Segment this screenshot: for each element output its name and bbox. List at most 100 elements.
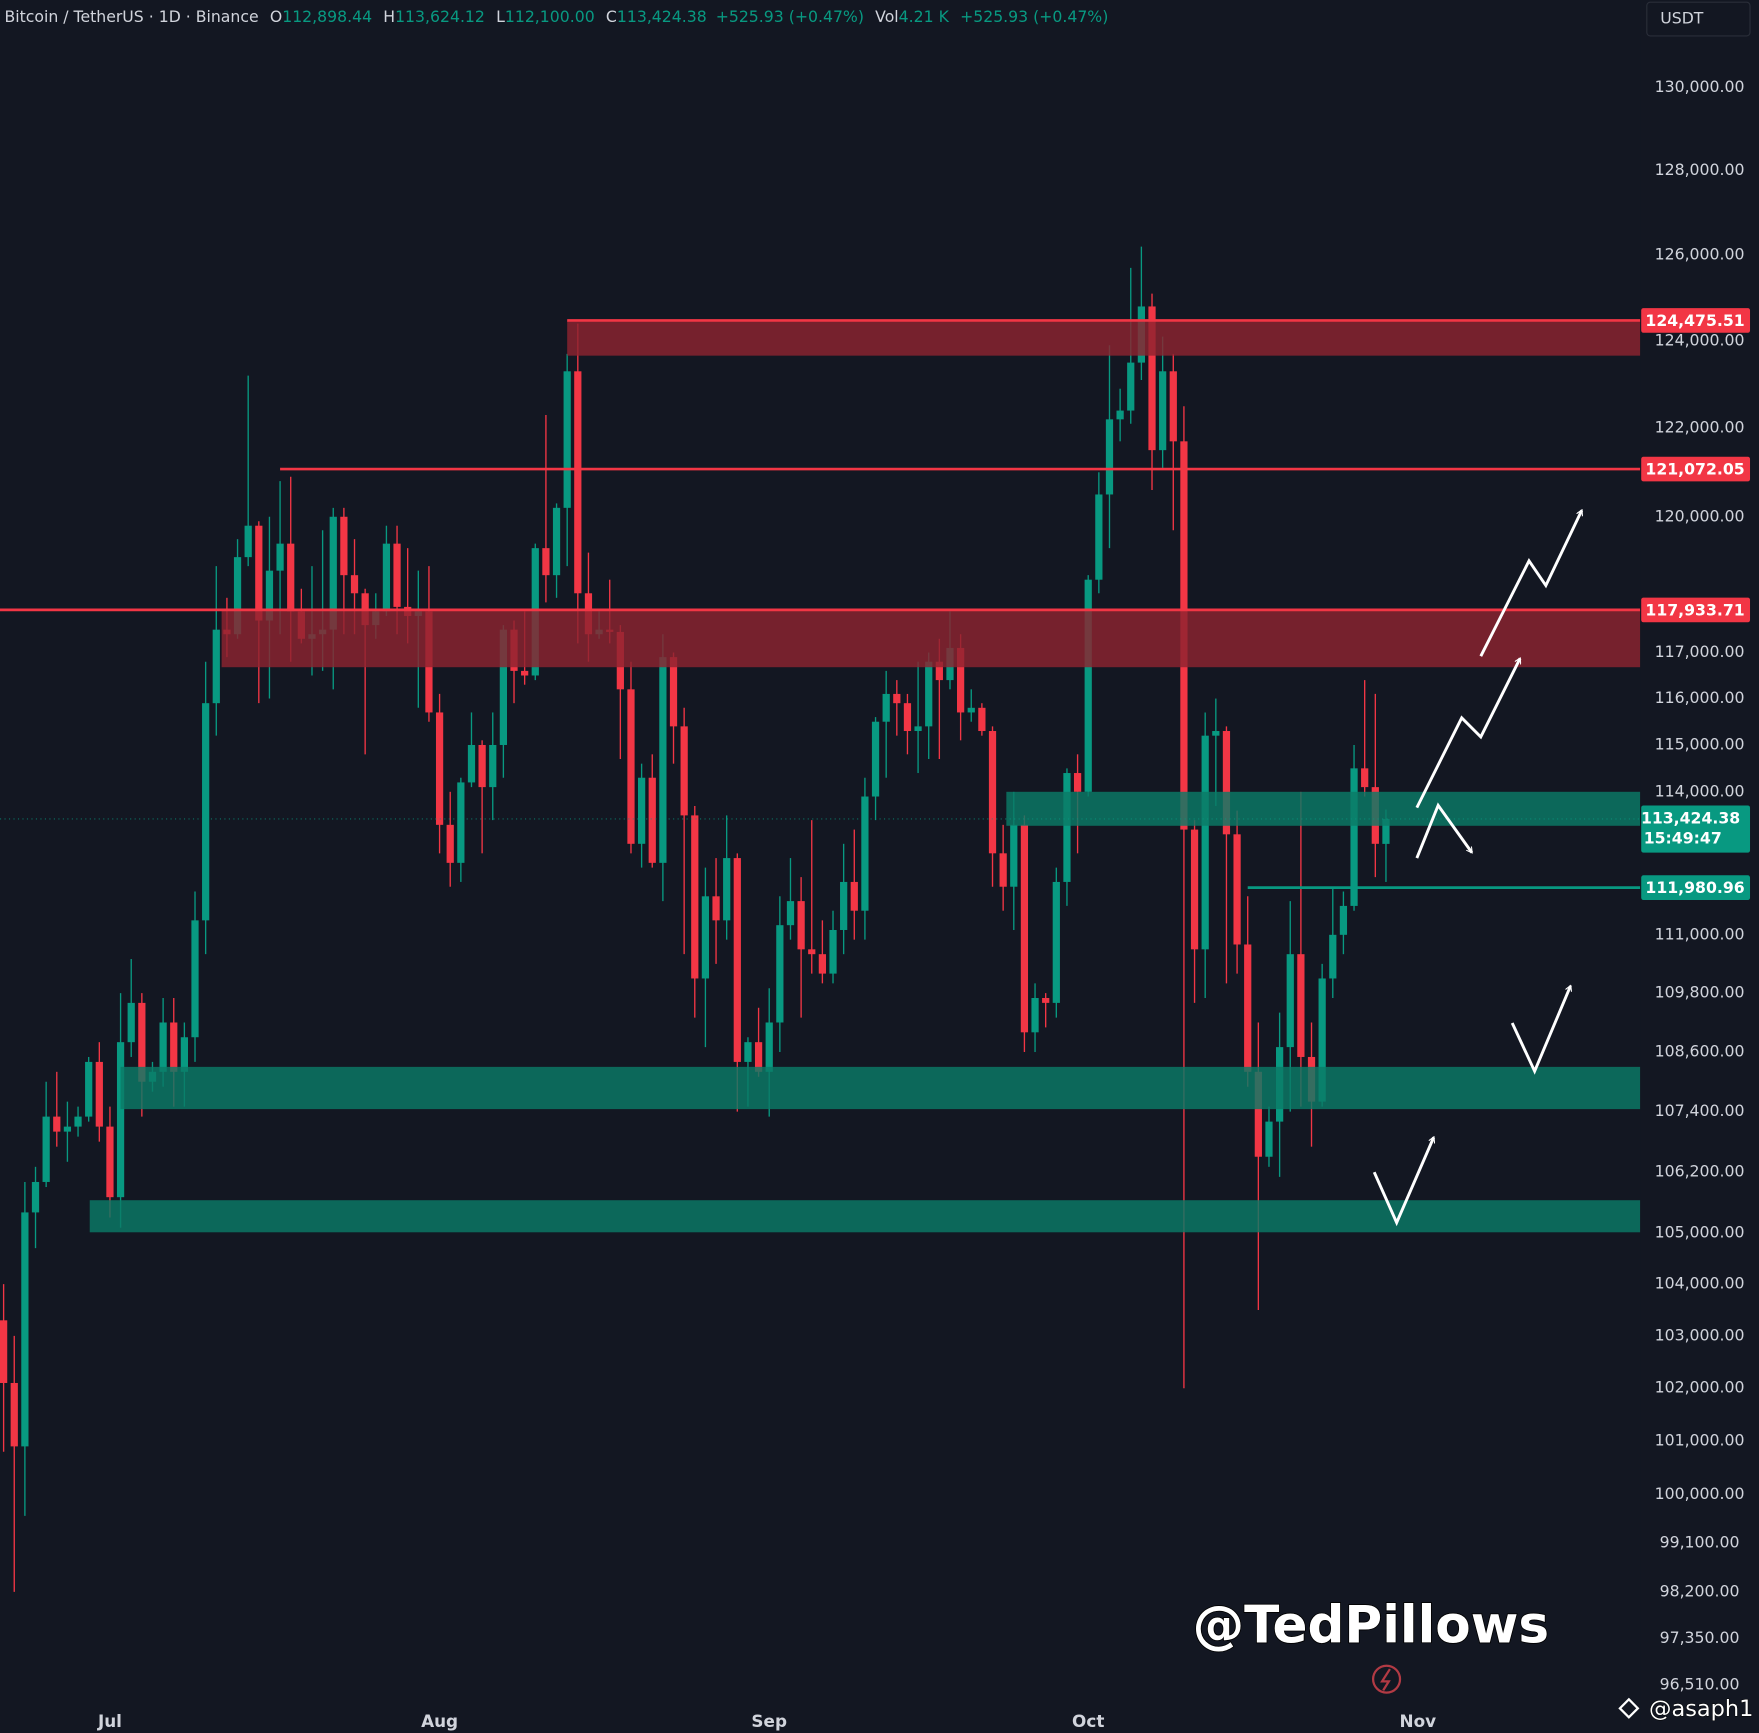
candle-body [903,703,912,732]
currency-label[interactable]: USDT [1660,9,1704,28]
candle-body [435,712,444,825]
candle-body [1286,954,1294,1048]
candle-body [1073,773,1082,792]
candle-body [276,543,284,571]
candle-body [978,707,986,732]
candle-body [106,1126,114,1198]
candle-body [765,1022,773,1072]
y-tick-label: 108,600.00 [1655,1042,1745,1061]
candle-body [1350,768,1358,906]
zone [89,1200,1641,1233]
candle-body [659,657,667,863]
candle-body [935,661,943,681]
y-tick-label: 115,000.00 [1655,734,1745,753]
level-label: 117,933.71 [1645,601,1744,620]
y-tick-label: 96,510.00 [1660,1674,1740,1693]
candle-body [574,371,582,594]
candle-body [446,824,454,863]
y-tick-label: 105,000.00 [1655,1222,1745,1241]
candle-body [1169,371,1177,442]
annotation-arrow [1510,986,1570,1075]
low-value: 112,100.00 [505,6,595,25]
candle-body [1031,997,1039,1033]
watermark: @TedPillows [1193,1596,1550,1656]
open-value: 112,898.44 [282,6,372,25]
level-label: 111,980.96 [1645,878,1744,897]
candle-body [63,1126,72,1132]
candle-body [840,881,848,930]
volume-label: Vol [875,6,898,25]
candle-body [723,858,731,921]
last-price-label: 113,424.38 [1641,808,1740,827]
x-tick-label: Nov [1400,1711,1437,1731]
candle-body [1020,824,1029,1033]
candle-body [1010,824,1018,887]
candle-body [1148,306,1156,451]
candle-body [180,1037,188,1072]
candle-body [382,543,391,612]
price-axis [1640,0,1759,1733]
candle-body [712,896,720,921]
zone [120,1066,1641,1110]
candle-body [1212,731,1220,736]
credit-icon [1618,1697,1640,1719]
y-tick-label: 130,000.00 [1655,77,1745,96]
y-tick-label: 107,400.00 [1655,1101,1745,1120]
level-label-box [1641,308,1751,333]
candle-body [159,1022,167,1072]
candle-body [925,661,933,727]
candle-body [1339,905,1348,935]
close-label: C [606,6,617,25]
candle-body [74,1116,82,1127]
y-tick-label: 111,000.00 [1655,924,1745,943]
open-label: O [270,6,282,25]
candle-body [1265,1121,1273,1157]
candle-body [754,1042,763,1072]
y-tick-label: 102,000.00 [1655,1378,1745,1397]
candle-body [744,1042,752,1062]
candle-body [669,657,678,727]
candle-body [1190,829,1199,950]
candle-body [957,647,965,713]
change-value: +525.93 (+0.47%) [716,6,864,25]
symbol-title: Bitcoin / TetherUS · 1D · Binance [4,6,258,25]
logo-icon [1380,1668,1391,1691]
currency-button[interactable] [1646,1,1751,37]
candle-body [127,1002,135,1043]
level-label-box [1641,875,1751,900]
candle-body [1042,997,1050,1003]
level-label-box [1641,456,1751,482]
y-tick-label: 114,000.00 [1655,781,1745,800]
candle-body [244,525,252,558]
candle-body [999,853,1007,887]
level-label-box [1641,597,1751,623]
candle-body [1063,773,1071,882]
x-tick-label: Jul [97,1711,122,1731]
y-tick-label: 100,000.00 [1655,1484,1745,1503]
candle-body [1318,978,1326,1102]
candle-body [1105,419,1114,495]
candle-body [733,858,741,1062]
candle-body [350,575,359,594]
credit: @asaph1 [1649,1696,1753,1722]
level-label: 121,072.05 [1645,460,1744,479]
y-tick-label: 98,200.00 [1660,1581,1740,1600]
zone [221,610,1641,668]
candle-body [1233,834,1241,945]
candle-body [988,731,997,854]
annotation-arrow [1479,510,1584,657]
x-tick-label: Oct [1072,1711,1104,1731]
candle-body [776,925,784,1023]
y-tick-label: 104,000.00 [1655,1274,1745,1293]
x-tick-label: Sep [751,1711,787,1731]
last-price-box [1641,805,1751,853]
candle-body [691,815,699,979]
y-tick-label: 99,100.00 [1660,1532,1740,1551]
candle-body [1116,410,1124,420]
candle-body [701,896,710,979]
y-tick-label: 124,000.00 [1655,330,1745,349]
candle-body [10,1382,18,1447]
